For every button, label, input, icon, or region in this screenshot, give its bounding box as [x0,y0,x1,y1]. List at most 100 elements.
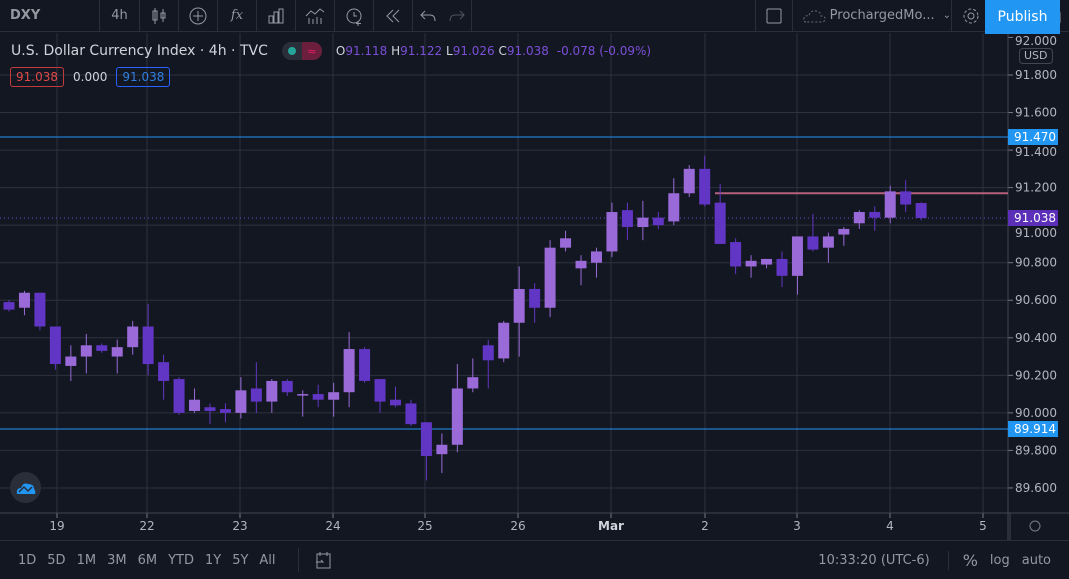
candle-body [822,236,834,248]
candles-icon[interactable] [140,0,179,32]
currency-badge[interactable]: USD [1019,48,1053,64]
range-1y[interactable]: 1Y [204,552,222,568]
candle-body [173,379,185,413]
indicators-fx-icon[interactable]: fx [218,0,257,32]
replay-icon[interactable] [374,0,413,32]
price-tick-label: 91.000 [1015,226,1057,240]
sell-price-box[interactable]: 91.038 [10,67,64,87]
candle-body [467,377,479,389]
bar-chart-icon[interactable] [257,0,296,32]
range-1m[interactable]: 1M [76,552,97,568]
publish-button[interactable]: Publish [985,0,1060,34]
candle [869,206,881,231]
redo-icon[interactable] [442,0,472,32]
price-tick-label: 89.600 [1015,481,1057,495]
candle [173,377,185,415]
candle-body [838,228,850,235]
add-symbol-icon[interactable] [179,0,218,32]
candle [776,251,788,288]
open-label: O [335,44,346,58]
candle [467,358,479,393]
price-tick-label: 89.800 [1015,443,1057,457]
candle-body [111,347,123,357]
candle-body [869,212,881,218]
candle [838,227,850,246]
candle [606,202,618,258]
time-tick-label: 19 [49,519,64,533]
candle-body [328,392,340,400]
select-layout-icon[interactable] [755,0,793,32]
candle-body [204,407,216,411]
time-tick-label: 3 [793,519,801,533]
tradingview-logo-icon[interactable] [10,472,41,503]
candle [745,255,757,278]
time-tick-label: 26 [510,519,525,533]
range-3m[interactable]: 3M [107,552,127,568]
candle-body [80,345,92,357]
candle-body [776,258,788,276]
candle [343,332,355,408]
undo-icon[interactable] [413,0,442,32]
candle-body [668,193,680,222]
range-1d[interactable]: 1D [18,552,37,568]
interval-button[interactable]: 4h [100,0,140,32]
price-tick-label: 90.800 [1015,256,1057,270]
range-6m[interactable]: 6M [137,552,158,568]
candle-body [142,326,154,365]
candle-body [343,349,355,393]
time-tick-label: 4 [886,519,894,533]
candle-body [436,444,448,455]
range-5d[interactable]: 5D [47,552,66,568]
candle [405,399,417,426]
goto-date-icon[interactable] [297,548,331,572]
symbol-search-button[interactable]: DXY [0,0,100,32]
candle [359,347,371,383]
candle-body [652,217,664,226]
top-toolbar: DXY 4h fx ProchargedMo... ⌄ Publish [0,0,1069,34]
layout-name-dropdown[interactable]: ProchargedMo... ⌄ [793,0,952,32]
market-status-pill[interactable]: ≈ [281,42,322,60]
candle-body [281,380,293,393]
bottom-toolbar: 1D 5D 1M 3M 6M YTD 1Y 5Y All 10:33:20 (UTC-6) % … [0,540,1069,579]
candle [127,320,139,355]
candle-body [374,379,386,402]
candle [482,339,494,389]
price-chart[interactable]: 92.000 91.800 91.600 91.400 91.200 91.000 90.8… [0,0,1069,540]
candle-body [127,326,139,348]
log-toggle[interactable]: log [989,552,1010,568]
percent-toggle[interactable]: % [947,550,978,570]
range-all[interactable]: All [259,552,276,568]
candle-body [884,191,896,218]
alert-icon[interactable] [335,0,374,32]
range-ytd[interactable]: YTD [168,552,194,568]
chart-legend: U.S. Dollar Currency Index · 4h · TVC ≈ … [11,42,651,60]
auto-toggle[interactable]: auto [1021,552,1051,568]
candle-body [49,326,61,365]
price-tick-label: 91.400 [1015,145,1057,159]
candle [884,185,896,224]
candle [451,364,463,453]
candle [730,238,742,274]
time-axis-settings-icon[interactable] [1029,520,1041,532]
clock[interactable]: 10:33:20 (UTC-6) [818,552,930,568]
buy-price-box[interactable]: 91.038 [116,67,171,87]
time-tick-label: Mar [598,519,624,533]
time-tick-label: 25 [417,519,432,533]
candle [297,390,309,417]
chevron-down-icon: ⌄ [942,10,951,21]
candle [204,403,216,425]
cloud-icon [803,9,826,22]
candle-body [359,349,371,381]
time-tick-label: 24 [325,519,340,533]
candle-body [451,388,463,445]
candle-body [915,203,927,219]
templates-icon[interactable] [296,0,335,32]
candle-body [637,217,649,228]
candle [3,300,15,312]
candle [96,343,108,353]
time-tick-label: 23 [232,519,247,533]
range-5y[interactable]: 5Y [232,552,249,568]
ohlc-values: O91.118 H91.122 L91.026 C91.038 -0.078 (… [336,44,651,58]
candle [498,320,510,363]
candle-body [158,362,170,381]
